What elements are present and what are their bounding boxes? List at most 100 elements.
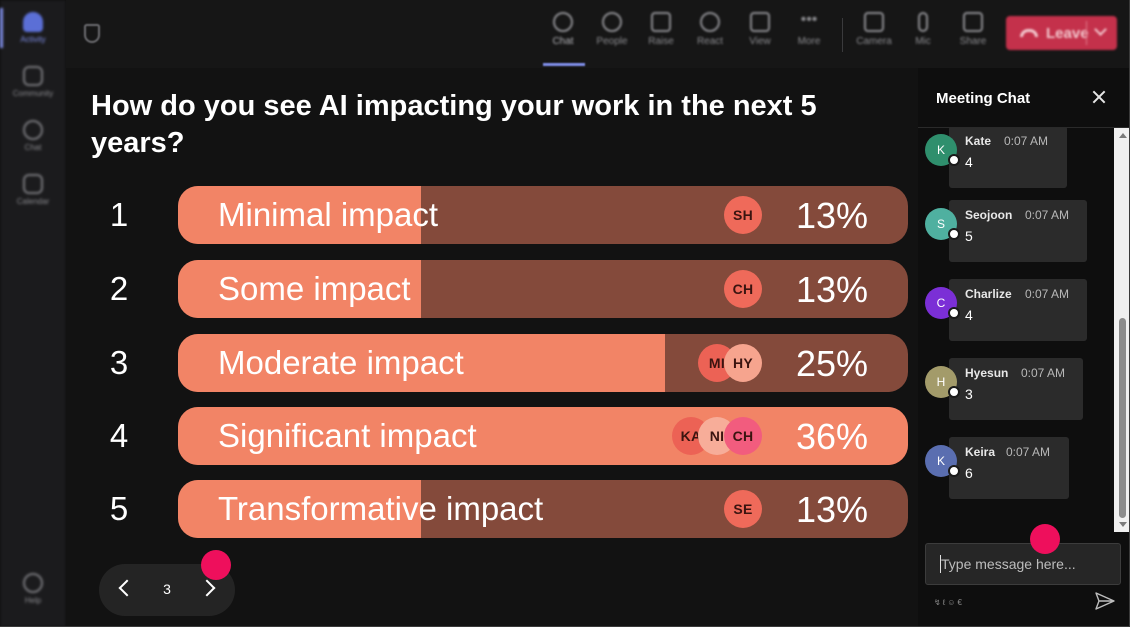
poll-option-percent: 25% bbox=[795, 343, 868, 384]
format-icon[interactable]: ↯ bbox=[934, 598, 943, 607]
help-icon bbox=[23, 573, 43, 593]
emoji-icon[interactable]: ☺ bbox=[947, 598, 958, 607]
close-icon[interactable] bbox=[1090, 88, 1108, 106]
rail-item-help[interactable]: Help bbox=[0, 573, 66, 605]
message-timestamp: 0:07 AM bbox=[1025, 208, 1070, 222]
message-sender: Hyesun bbox=[965, 366, 1009, 380]
scroll-down-arrow-icon[interactable] bbox=[1119, 522, 1127, 527]
poll-result-bar: Significant impact KA NI CH 36% bbox=[178, 407, 908, 465]
message-bubble bbox=[949, 358, 1083, 420]
poll-result-fill bbox=[178, 334, 665, 392]
chat-message[interactable]: S Seojoon 0:07 AM 5 bbox=[918, 200, 1114, 264]
chat-scrollbar[interactable] bbox=[1114, 128, 1130, 532]
toolbar-label: React bbox=[696, 36, 724, 47]
voter-avatar: SE bbox=[724, 490, 762, 528]
toolbar-react-button[interactable]: React bbox=[687, 12, 733, 47]
shield-icon bbox=[84, 24, 100, 43]
toolbar-more-button[interactable]: ••• More bbox=[786, 11, 832, 48]
gif-icon[interactable]: € bbox=[957, 598, 964, 607]
share-screen-icon bbox=[963, 12, 983, 32]
chat-message[interactable]: K Kate 0:07 AM 4 bbox=[918, 128, 1114, 190]
toolbar-people-button[interactable]: People bbox=[589, 12, 635, 47]
more-dots-icon: ••• bbox=[800, 11, 818, 28]
toolbar-label: More bbox=[797, 36, 821, 47]
bell-icon bbox=[23, 12, 43, 32]
message-text: 6 bbox=[965, 465, 973, 481]
chat-message[interactable]: H Hyesun 0:07 AM 3 bbox=[918, 358, 1114, 422]
message-timestamp: 0:07 AM bbox=[1006, 445, 1051, 459]
toolbar-label: People bbox=[596, 36, 628, 47]
rail-item-chat[interactable]: Chat bbox=[0, 120, 66, 152]
presence-status-icon bbox=[948, 228, 960, 240]
toolbar-share-button[interactable]: Share bbox=[950, 12, 996, 47]
message-bubble bbox=[949, 437, 1069, 499]
toolbar-label: View bbox=[749, 36, 771, 47]
toolbar-label: Mic bbox=[915, 36, 931, 47]
toolbar-camera-button[interactable]: Camera bbox=[851, 12, 897, 47]
toolbar-label: Chat bbox=[552, 36, 574, 47]
meeting-toolbar: Chat People Raise React View ••• More Ca… bbox=[66, 0, 1130, 68]
chat-message-input[interactable] bbox=[925, 543, 1121, 585]
toolbar-separator bbox=[842, 18, 843, 52]
message-text: 5 bbox=[965, 228, 973, 244]
rail-item-activity[interactable]: Activity bbox=[0, 12, 66, 44]
chevron-right-icon[interactable] bbox=[198, 579, 216, 597]
poll-option-percent: 13% bbox=[795, 269, 868, 310]
smiley-icon bbox=[700, 12, 720, 32]
message-timestamp: 0:07 AM bbox=[1021, 366, 1066, 380]
poll-option-row[interactable]: 5 Transformative impact SE 13% bbox=[66, 480, 918, 538]
poll-option-row[interactable]: 4 Significant impact KA NI CH 36% bbox=[66, 407, 918, 465]
poll-option-row[interactable]: 3 Moderate impact MI HY 25% bbox=[66, 334, 918, 392]
toolbar-view-button[interactable]: View bbox=[737, 12, 783, 47]
chat-message-list[interactable]: K Kate 0:07 AM 4 S Seojoon 0:07 AM 5 C Charlize 0:… bbox=[918, 128, 1114, 532]
toolbar-chat-button[interactable]: Chat bbox=[540, 12, 586, 47]
poll-option-number: 5 bbox=[109, 490, 129, 527]
raise-hand-icon bbox=[651, 12, 671, 32]
chat-message[interactable]: C Charlize 0:07 AM 4 bbox=[918, 279, 1114, 343]
leave-label: Leave bbox=[1046, 24, 1089, 42]
scroll-up-arrow-icon[interactable] bbox=[1119, 133, 1127, 138]
rail-active-indicator bbox=[0, 8, 3, 48]
camera-icon bbox=[864, 12, 884, 32]
rail-item-label: Help bbox=[24, 596, 42, 605]
scrollbar-thumb[interactable] bbox=[1119, 318, 1126, 518]
poll-question: How do you see AI impacting your work in… bbox=[91, 90, 817, 159]
community-icon bbox=[23, 66, 43, 86]
active-tab-indicator bbox=[543, 63, 585, 66]
poll-option-label: Moderate impact bbox=[218, 344, 464, 381]
poll-option-number: 3 bbox=[109, 344, 129, 381]
text-caret bbox=[940, 555, 941, 573]
toolbar-raise-button[interactable]: Raise bbox=[638, 12, 684, 47]
toolbar-mic-button[interactable]: Mic bbox=[900, 12, 946, 47]
poll-result-bar: Moderate impact MI HY 25% bbox=[178, 334, 908, 392]
microphone-icon bbox=[918, 12, 928, 32]
send-icon[interactable] bbox=[1095, 592, 1115, 610]
rail-item-label: Activity bbox=[20, 35, 46, 44]
poll-option-label: Some impact bbox=[218, 270, 411, 307]
presence-status-icon bbox=[948, 465, 960, 477]
poll-option-percent: 13% bbox=[795, 489, 868, 530]
chevron-down-icon[interactable] bbox=[1094, 23, 1107, 36]
message-sender: Seojoon bbox=[965, 208, 1013, 222]
message-text: 4 bbox=[965, 154, 973, 170]
poll-option-label: Minimal impact bbox=[218, 196, 439, 233]
message-bubble bbox=[949, 200, 1087, 262]
rail-item-label: Community bbox=[12, 89, 54, 98]
poll-option-percent: 13% bbox=[795, 195, 868, 236]
compose-tools: ↯ℓ☺€ bbox=[934, 598, 964, 607]
rail-item-label: Calendar bbox=[16, 197, 50, 206]
attach-icon[interactable]: ℓ bbox=[942, 598, 948, 607]
poll-result-bar: Some impact CH 13% bbox=[178, 260, 908, 318]
chevron-left-icon[interactable] bbox=[118, 579, 136, 597]
current-page-number: 3 bbox=[163, 581, 171, 597]
rail-item-community[interactable]: Community bbox=[0, 66, 66, 98]
poll-option-row[interactable]: 2 Some impact CH 13% bbox=[66, 260, 918, 318]
leave-button[interactable]: Leave bbox=[1006, 16, 1117, 50]
toolbar-label: Camera bbox=[856, 36, 892, 47]
poll-option-label: Significant impact bbox=[218, 417, 477, 454]
rail-item-calendar[interactable]: Calendar bbox=[0, 174, 66, 206]
chat-message[interactable]: K Keira 0:07 AM 6 bbox=[918, 437, 1114, 501]
poll-option-row[interactable]: 1 Minimal impact SH 13% bbox=[66, 186, 918, 244]
poll-result-fill bbox=[178, 480, 421, 538]
phone-hangup-icon bbox=[1020, 29, 1038, 37]
